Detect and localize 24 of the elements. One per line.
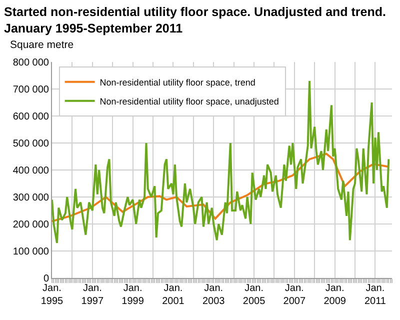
x-tick-label: Jan. 2011: [364, 283, 386, 307]
y-tick-label: 200 000: [12, 220, 50, 230]
x-tick-label: Jan. 2001: [162, 283, 185, 307]
x-tick-label: Jan. 2005: [242, 283, 266, 307]
line-series: [52, 152, 390, 222]
x-tick-label: Jan. 1995: [40, 283, 64, 307]
y-tick-label: 500 000: [12, 138, 50, 150]
x-tick-label: Jan. 2007: [283, 283, 306, 307]
x-tick-label: Jan. 1999: [122, 283, 144, 307]
y-tick-label: 0: [43, 274, 50, 284]
y-tick-label: 800 000: [12, 58, 50, 68]
chart-title: Started non-residential utility floor space. Unadjusted and trend. January 1995-September 2011: [4, 5, 386, 36]
x-tick-label: Jan. 1997: [81, 283, 104, 307]
y-tick-label: 400 000: [12, 166, 50, 176]
y-tick-label: 300 000: [12, 192, 50, 204]
y-tick-label: 600 000: [12, 112, 50, 122]
line-series: [52, 80, 390, 244]
y-axis-title: Square metre: [10, 39, 74, 51]
x-tick-label: Jan. 2003: [202, 283, 226, 307]
y-tick-label: 100 000: [12, 246, 50, 258]
legend-label: Non-residential utility floor space, unadjusted: [100, 96, 279, 106]
legend-label: Non-residential utility floor space, trend: [100, 77, 256, 88]
y-tick-label: 700 000: [12, 84, 50, 96]
x-tick-label: Jan. 2009: [324, 283, 346, 307]
